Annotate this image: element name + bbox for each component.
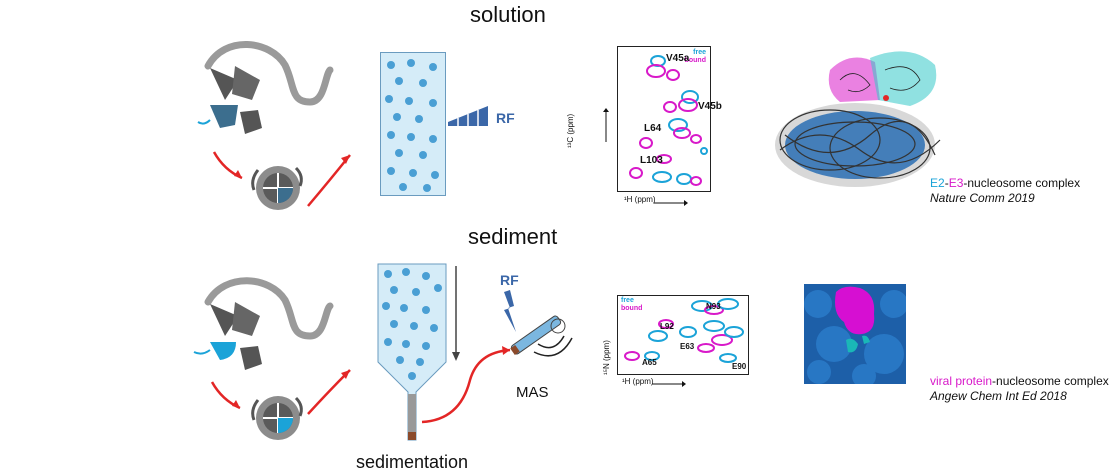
nmr-spectrum-top: free bound V45a V45b L64 L103	[617, 46, 722, 192]
solution-tube	[380, 52, 446, 196]
viral-protein-nucleosome-surface	[804, 284, 906, 384]
transfer-arrow	[421, 346, 511, 424]
x-axis-arrow-bottom	[652, 381, 686, 387]
legend-bound-bottom: bound	[621, 305, 643, 312]
caption-journal-bottom: Angew Chem Int Ed 2018	[930, 389, 1067, 403]
sediment-title: sediment	[468, 224, 558, 249]
caption-e2: E2	[930, 176, 945, 190]
sedimentation-funnel	[377, 263, 447, 441]
peak-a65: A65	[642, 358, 657, 367]
rf-label-bottom: RF	[500, 272, 519, 288]
rf-pulse-icon	[448, 106, 488, 126]
caption-rest-top: -nucleosome complex	[963, 176, 1081, 190]
caption-rest-bottom: -nucleosome complex	[992, 374, 1109, 388]
solution-particles	[385, 59, 439, 192]
nmr-peaks-bottom	[624, 298, 744, 363]
nmr-peaks-top	[629, 55, 708, 186]
peak-v45b: V45b	[698, 101, 722, 112]
peak-n93: N93	[706, 302, 721, 311]
peak-e90: E90	[732, 362, 747, 371]
caption-e3: E3	[948, 176, 964, 190]
y-axis-arrow-top	[603, 108, 609, 142]
y-axis-label-bottom: ¹⁵N (ppm)	[602, 340, 611, 375]
peak-l103: L103	[640, 155, 663, 166]
y-axis-label-top: ¹³C (ppm)	[566, 113, 575, 148]
legend-free-bottom: free	[621, 297, 634, 304]
protein-assembly-diagram-top	[197, 41, 351, 210]
e2-e3-nucleosome-structure	[775, 51, 941, 187]
peak-l64: L64	[644, 123, 662, 134]
x-axis-arrow-top	[654, 200, 688, 206]
mas-label: MAS	[516, 384, 549, 401]
solution-title: solution	[470, 2, 546, 27]
mas-rotor-icon	[504, 290, 573, 357]
peak-v45a: V45a	[666, 53, 690, 64]
sedimentation-arrow	[452, 266, 460, 361]
caption-dash: -	[944, 176, 949, 190]
peak-l92: L92	[660, 322, 674, 331]
peak-e63: E63	[680, 342, 695, 351]
x-axis-label-top: ¹H (ppm)	[624, 195, 656, 204]
sedimentation-label: sedimentation	[356, 452, 469, 472]
protein-assembly-diagram-bottom	[193, 277, 351, 440]
caption-viral: viral protein	[930, 374, 993, 388]
caption-bottom: viral protein-nucleosome complex Angew C…	[930, 374, 1109, 404]
rf-label-top: RF	[496, 110, 515, 126]
legend-free-top: free	[693, 49, 706, 56]
caption-journal-top: Nature Comm 2019	[930, 191, 1035, 205]
x-axis-label-bottom: ¹H (ppm)	[622, 377, 654, 386]
legend-bound-top: bound	[684, 57, 706, 64]
caption-top: E2-E3-nucleosome complex Nature Comm 201…	[930, 176, 1080, 206]
nmr-spectrum-bottom: free bound N93 L92 E63 A65 E90	[617, 295, 749, 375]
